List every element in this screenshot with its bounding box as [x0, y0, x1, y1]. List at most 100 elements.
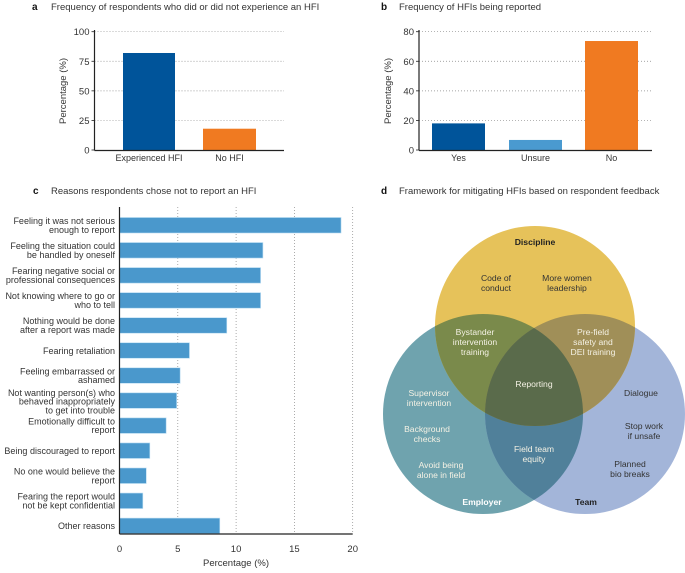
panel-c-category-label-line: Emotionally difficult to — [28, 416, 115, 426]
venn-item: Stop work if unsafe — [625, 421, 664, 441]
venn-item-line: Reporting — [515, 379, 552, 389]
panel-c-bar — [119, 442, 151, 459]
venn-item-line: bio breaks — [610, 469, 650, 479]
employer-label: Employer — [462, 497, 502, 507]
panel-c-category-label-line: after a report was made — [20, 325, 115, 335]
panel-b-bar — [585, 41, 638, 150]
venn-item-line: equity — [523, 454, 547, 464]
panel-c-bar — [119, 417, 167, 434]
team-label-line: Team — [575, 497, 597, 507]
panel-c-category-label-line: behaved inappropriately — [19, 397, 116, 407]
panel-c-bar — [119, 292, 261, 309]
panel-b-plot: 0 20 40 60 80 Yes Unsure No — [403, 27, 652, 163]
venn-item: Code of conduct — [481, 273, 512, 293]
venn-item: Background checks — [404, 424, 450, 444]
venn-item-line: training — [461, 347, 489, 357]
panel-c-category-label: Not knowing where to go or who to tell — [5, 291, 115, 310]
panel-c-bar — [119, 392, 177, 409]
venn-item-line: More women — [542, 273, 592, 283]
panel-a-bar — [123, 52, 175, 150]
venn-item-line: Supervisor — [408, 388, 449, 398]
panel-c-category-label-line: Feeling embarrassed or — [20, 366, 115, 376]
discipline-label-line: Discipline — [515, 237, 556, 247]
panel-b-tick-label: 80 — [403, 27, 414, 38]
panel-b: b Frequency of HFIs being reported Perce… — [381, 2, 652, 163]
panel-c-tick-label: 10 — [231, 544, 242, 555]
panel-c-category-label-line: to get into trouble — [45, 405, 115, 415]
panel-c-tick-label: 15 — [289, 544, 300, 555]
panel-c-category-label: Fearing the report would not be kept conf… — [17, 492, 115, 511]
panel-a-tick-label: 25 — [79, 116, 90, 127]
venn-item: Reporting — [515, 379, 552, 389]
venn-item-line: leadership — [547, 283, 587, 293]
panel-a-plot: 0 25 50 75 100 Experienced HFI No HFI — [74, 27, 284, 163]
panel-c-title: Reasons respondents chose not to report … — [51, 186, 256, 197]
venn-item-line: Stop work — [625, 421, 664, 431]
panel-c-category-label-line: No one would believe the — [14, 467, 115, 477]
panel-c-category-label-line: Other reasons — [58, 521, 116, 531]
team-label: Team — [575, 497, 597, 507]
employer-label-line: Employer — [462, 497, 502, 507]
venn-item-line: Field team — [514, 444, 554, 454]
panel-b-bar — [432, 123, 485, 150]
panel-c-category-label: No one would believe the report — [14, 467, 116, 486]
panel-c-category-label: Nothing would be done after a report was … — [20, 316, 115, 335]
panel-c-category-label-line: not be kept confidential — [22, 500, 115, 510]
panel-b-title: Frequency of HFIs being reported — [399, 2, 541, 13]
panel-a-title: Frequency of respondents who did or did … — [51, 2, 319, 13]
venn-item: More women leadership — [542, 273, 592, 293]
panel-b-tick-label: 0 — [409, 146, 414, 157]
panel-a-tick-label: 0 — [84, 146, 89, 157]
panel-a-category-label: Experienced HFI — [115, 153, 182, 163]
panel-c-category-label-line: report — [91, 475, 115, 485]
panel-b-category-label: Yes — [451, 153, 466, 163]
panel-b-bar — [509, 139, 562, 150]
panel-c-category-label-line: Feeling the situation could — [10, 241, 115, 251]
venn-item-line: Planned — [614, 459, 646, 469]
panel-c-category-label: Not wanting person(s) who behaved inappro… — [8, 388, 116, 416]
venn-item-line: checks — [414, 434, 441, 444]
panel-c-category-label: Feeling the situation could be handled by… — [10, 241, 115, 260]
panel-c-category-label: Emotionally difficult to report — [28, 416, 115, 435]
panel-c-bar — [119, 217, 342, 234]
venn-item-line: Dialogue — [624, 388, 658, 398]
venn-item: Pre-field safety and DEI training — [571, 327, 616, 357]
panel-c-plot: 0 5 10 15 20 Feeling it was not serious enough… — [4, 207, 358, 555]
panel-c-category-label-line: ashamed — [78, 375, 115, 385]
panel-c-bar — [119, 367, 181, 384]
panel-c-bar — [119, 317, 228, 334]
panel-c-bar — [119, 267, 261, 284]
panel-d-title: Framework for mitigating HFIs based on r… — [399, 186, 660, 197]
panel-c-category-label-line: Not knowing where to go or — [5, 291, 115, 301]
panel-c-tick-label: 0 — [117, 544, 122, 555]
panel-c-category-label-line: Nothing would be done — [23, 316, 115, 326]
panel-c-category-label-line: enough to report — [49, 225, 116, 235]
panel-c-category-label-line: report — [91, 425, 115, 435]
venn-item: Bystander intervention training — [453, 327, 498, 357]
panel-d: d Framework for mitigating HFIs based on… — [381, 186, 685, 514]
panel-a-bar — [203, 128, 256, 150]
panel-c-category-label-line: professional consequences — [6, 275, 116, 285]
panel-a: a Frequency of respondents who did or di… — [32, 2, 319, 163]
panel-b-letter: b — [381, 2, 387, 13]
panel-c-category-label-line: who to tell — [73, 300, 115, 310]
panel-a-tick-label: 50 — [79, 86, 90, 97]
venn-item: Planned bio breaks — [610, 459, 650, 479]
venn-item: Supervisor intervention — [407, 388, 452, 408]
venn-item-line: DEI training — [571, 347, 616, 357]
panel-c-xlabel: Percentage (%) — [203, 558, 269, 568]
panel-c-category-label-line: be handled by oneself — [27, 250, 116, 260]
panel-c-bar — [119, 467, 147, 484]
panel-a-ylabel: Percentage (%) — [58, 58, 69, 124]
venn-item-line: intervention — [407, 398, 452, 408]
venn-item-line: Background — [404, 424, 450, 434]
panel-c-category-label-line: Fearing the report would — [17, 492, 115, 502]
panel-b-tick-label: 60 — [403, 57, 414, 68]
discipline-label: Discipline — [515, 237, 556, 247]
panel-a-letter: a — [32, 2, 38, 13]
panel-c-category-label: Feeling embarrassed or ashamed — [20, 366, 115, 385]
venn-item-line: Bystander — [456, 327, 495, 337]
panel-c-category-label: Fearing retaliation — [43, 346, 115, 356]
panel-a-tick-label: 75 — [79, 57, 90, 68]
